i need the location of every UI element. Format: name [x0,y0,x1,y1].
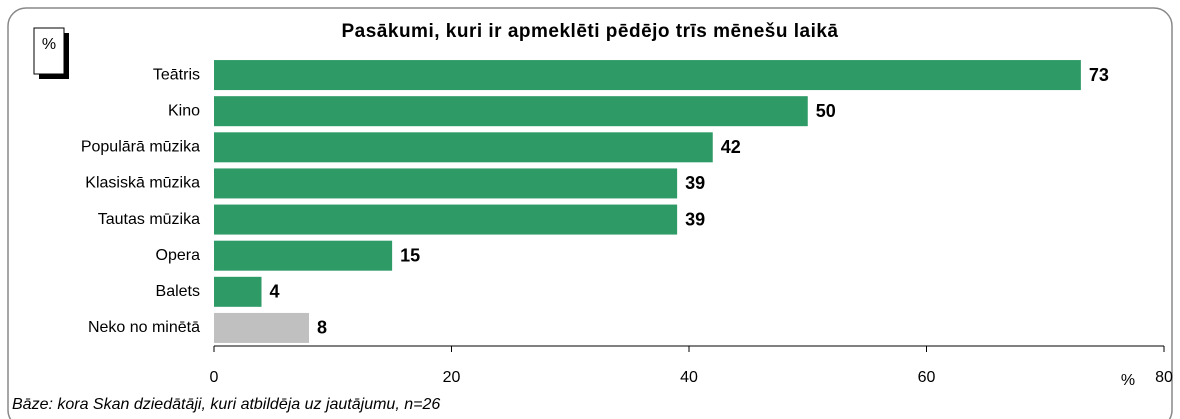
y-tick-label: Opera [156,247,201,264]
value-label: 42 [721,137,741,157]
bar [214,240,393,271]
y-tick-label: Populārā mūzika [81,139,200,156]
bar [214,132,713,163]
x-tick-label: 60 [918,369,936,386]
value-label: 4 [270,282,280,302]
value-label: 39 [685,173,705,193]
value-label: 15 [400,245,420,265]
bar [214,168,678,199]
frame [7,7,1173,419]
x-axis-label: % [1121,372,1135,389]
y-tick-label: Teātris [153,66,200,83]
y-tick-label: Kino [168,102,200,119]
unit-box [33,27,65,75]
y-tick-label: Klasiskā mūzika [85,175,200,192]
bar [214,276,262,307]
x-tick-label: 0 [210,369,219,386]
value-label: 73 [1089,65,1109,85]
note: Bāze: kora Skan dziedātāji, kuri atbildē… [12,396,440,413]
value-label: 8 [317,318,327,338]
value-label: 50 [816,101,836,121]
y-tick-label: Balets [156,283,200,300]
x-tick-label: 40 [680,369,698,386]
x-tick-label: 80 [1155,369,1173,386]
bar [214,60,1081,91]
bar [214,312,309,343]
bar [214,96,808,127]
y-tick-label: Tautas mūzika [98,211,200,228]
y-tick-label: Neko no minētā [88,319,200,336]
unit-label: % [42,36,56,53]
value-label: 39 [685,209,705,229]
x-tick-label: 20 [443,369,461,386]
chart-title: Pasākumi, kuri ir apmeklēti pēdējo trīs … [342,21,839,42]
bar [214,204,678,235]
